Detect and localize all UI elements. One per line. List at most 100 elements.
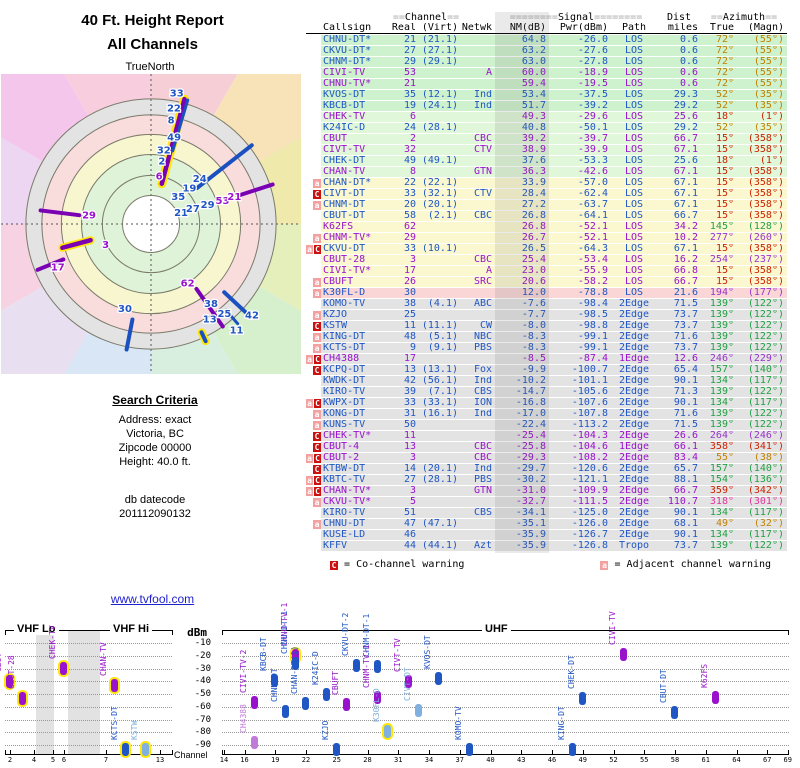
signal-bar [353, 659, 361, 673]
cell-callsign: K62FS [323, 222, 354, 232]
cell-path: LOS [624, 57, 644, 67]
radar-channel-label: 24 [193, 174, 207, 185]
cell-azimuth-true: 72° [715, 79, 734, 89]
col-header: miles [667, 23, 698, 33]
cell-dist-miles: 25.6 [673, 156, 698, 166]
cell-path: LOS [624, 244, 644, 254]
dbm-tick-label: -80 [194, 727, 211, 738]
cell-azimuth-true: 15° [715, 200, 734, 210]
uhf-tick-label: 55 [640, 756, 649, 764]
cell-network: A [485, 266, 492, 276]
cell-virtual-channel [419, 79, 461, 89]
cell-azimuth-true: 359° [709, 486, 734, 496]
uhf-tick-label: 28 [363, 756, 372, 764]
cell-dist-miles: 88.1 [673, 475, 698, 485]
signal-bar-label: KSTW [130, 720, 139, 740]
cell-dist-miles: 66.7 [673, 134, 698, 144]
col-header: Netwk [461, 23, 492, 33]
cell-network [461, 530, 495, 540]
cell-virtual-channel: (7.1) [427, 387, 458, 397]
cell-nm-db: 39.2 [521, 134, 546, 144]
uhf-gridline [222, 719, 789, 721]
uhf-gridline [222, 681, 789, 683]
cell-network: Ind [473, 90, 492, 100]
signal-bar-label: CHAN-TV [99, 641, 108, 676]
cell-azimuth-true: 52° [715, 101, 734, 111]
cell-real-channel: 11 [403, 431, 416, 441]
vhf-tick-label: 2 [7, 756, 13, 764]
cell-azimuth-true: 264° [709, 431, 734, 441]
uhf-tick [552, 750, 553, 754]
uhf-gridline [222, 694, 789, 695]
vhf-gridline [5, 643, 172, 644]
warn-cell: C [306, 464, 321, 474]
signal-bar [122, 743, 129, 756]
cell-dist-miles: 73.7 [673, 321, 698, 331]
uhf-tick-label: 61 [701, 756, 710, 764]
cell-azimuth-magn: (35°) [753, 90, 784, 100]
cell-real-channel: 9 [409, 343, 416, 353]
tvfool-link[interactable]: www.tvfool.com [110, 592, 195, 606]
cell-pwr-dbm: -101.1 [571, 376, 608, 386]
cell-azimuth-magn: (35°) [753, 123, 784, 133]
adjacent-channel-warning-icon: a [313, 343, 321, 353]
cell-dist-miles: 71.5 [673, 420, 698, 430]
co-channel-warning-icon: C [313, 464, 321, 474]
radar-channel-label: 3 [102, 240, 109, 251]
table-row: CIVI-TV* 17 A 23.0 -55.9 LOS 66.8 15° (358°) [306, 266, 787, 277]
cell-nm-db: 26.8 [521, 222, 546, 232]
uhf-gridline [222, 732, 789, 734]
co-channel-text: = Co-channel warning [344, 559, 465, 570]
cell-network [461, 420, 495, 430]
cell-path: 2Edge [618, 376, 650, 386]
signal-bar-label: CH4388 [238, 703, 248, 733]
cell-dist-miles: 66.7 [673, 277, 698, 287]
cell-callsign: CBUT [323, 134, 348, 144]
table-row: KIRO-TV 39 (7.1) CBS -14.7 -105.6 2Edge 71.3 139… [306, 387, 787, 398]
cell-virtual-channel [419, 288, 461, 298]
cell-virtual-channel [419, 508, 461, 518]
signal-bar-label: KVOS-DT [423, 635, 433, 670]
table-row: C CBUT-4 13 CBC -25.8 -104.6 1Edge 66.1 358° (341… [306, 442, 787, 453]
search-criteria-heading: Search Criteria [112, 393, 198, 407]
cell-nm-db: 26.8 [521, 211, 546, 221]
cell-virtual-channel: (11.1) [421, 321, 458, 331]
cell-dist-miles: 90.1 [673, 530, 698, 540]
radar-channel-label: 33 [170, 88, 184, 99]
cell-azimuth-magn: (177°) [747, 288, 784, 298]
cell-virtual-channel: (4.1) [427, 299, 458, 309]
vhf-gridline [5, 745, 172, 746]
cell-azimuth-true: 134° [709, 530, 734, 540]
table-row: C KTBW-DT 14 (20.1) Ind -29.7 -120.6 2Edge 65.7 1… [306, 464, 787, 475]
cell-callsign: KBCB-DT [323, 101, 366, 111]
truenorth-label: TrueNorth [125, 61, 175, 73]
cell-pwr-dbm: -126.8 [571, 541, 608, 551]
co-channel-warning-icon: C [313, 189, 321, 199]
cell-path: Tropo [618, 541, 650, 551]
frequency-chart: -10 -20 -30 -40 -50 -60 -70 -80 -90 dBm VHF Lo VHF … [0, 600, 800, 768]
cell-nm-db: 33.9 [521, 178, 546, 188]
criteria-zipcode: Zipcode 00000 [118, 442, 192, 454]
signal-bar-label: KBCB-DT [259, 637, 269, 672]
vhf-gridline [5, 694, 172, 695]
station-marker-line [38, 208, 82, 218]
warn-cell [306, 134, 321, 144]
cell-network [461, 156, 495, 166]
cell-dist-miles: 90.1 [673, 508, 698, 518]
radar-channel-label: 13 [203, 315, 217, 326]
cell-real-channel: 20 [403, 200, 416, 210]
cell-callsign: CHEK-TV [323, 112, 366, 122]
cell-callsign: KIRO-TV [323, 387, 366, 397]
cell-pwr-dbm: -50.1 [577, 123, 608, 133]
table-row: CHEK-TV 6 49.3 -29.6 LOS 25.6 18° (1°) [306, 112, 787, 123]
cell-network [461, 200, 495, 210]
col-header: True [709, 23, 734, 33]
cell-pwr-dbm: -29.6 [577, 112, 608, 122]
cell-network: CBS [473, 387, 492, 397]
cell-azimuth-magn: (55°) [753, 57, 784, 67]
cell-nm-db: -25.4 [515, 431, 546, 441]
cell-nm-db: -8.3 [521, 332, 546, 342]
cell-path: LOS [624, 178, 644, 188]
cell-azimuth-true: 134° [709, 398, 734, 408]
